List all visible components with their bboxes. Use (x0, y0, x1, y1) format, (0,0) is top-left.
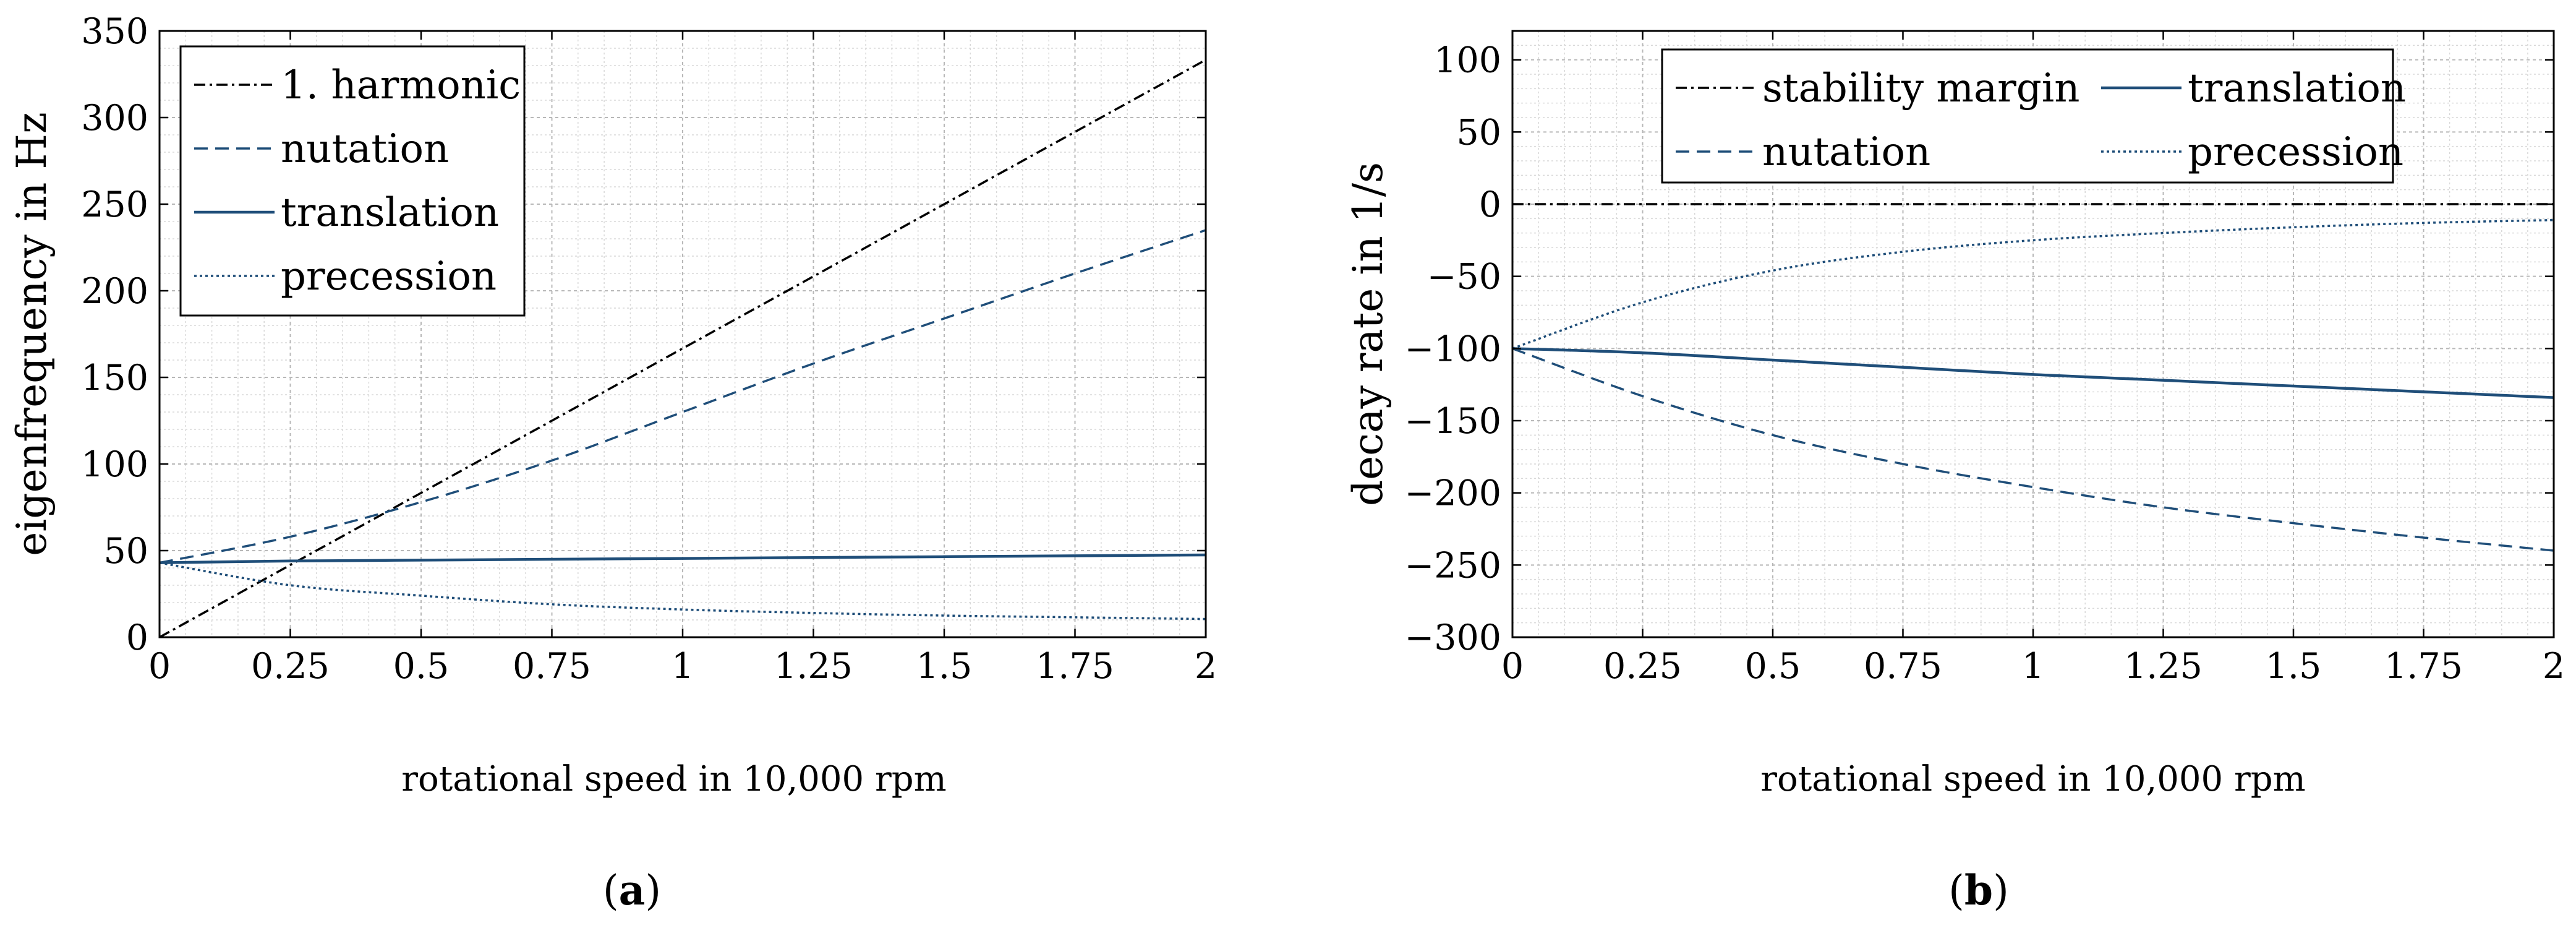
y-tick-label: 250 (81, 184, 148, 225)
x-axis-label: rotational speed in 10,000 rpm (401, 759, 946, 799)
x-tick-label: 0.5 (393, 646, 450, 687)
series-line-precession (159, 561, 1206, 621)
y-tick-label: −100 (1404, 329, 1501, 369)
series-line-translation (159, 553, 1206, 564)
y-tick-label: 150 (81, 358, 148, 398)
chart-b: 0 0.25 0.5 0.75 1 1.25 1.5 1.75 2 −300 −250 −200 −15… (1344, 30, 2565, 914)
series-line-precession (1512, 218, 2554, 350)
y-tick-label: 0 (1479, 184, 1501, 225)
y-tick-label: 50 (1456, 112, 1501, 153)
x-tick-label: 1.5 (916, 646, 973, 687)
x-tick-label: 1.5 (2266, 646, 2322, 687)
legend-label: translation (281, 190, 499, 236)
legend-label: translation (2188, 66, 2406, 111)
x-tick-label: 0.5 (1745, 646, 1801, 687)
y-tick-label: 50 (103, 531, 148, 572)
legend-label: 1. harmonic (281, 62, 521, 108)
series-line-translation (1512, 347, 2554, 399)
y-tick-label: −50 (1427, 257, 1501, 298)
x-tick-label: 0 (1501, 646, 1524, 687)
legend-box (179, 45, 526, 317)
y-tick-label: 350 (81, 11, 148, 52)
panel-label: (b) (1948, 866, 2009, 914)
x-tick-label: 2 (2543, 646, 2565, 687)
y-tick-label: −200 (1404, 473, 1501, 514)
series-line-nutation (1512, 347, 2554, 552)
y-tick-label: 100 (1434, 40, 1501, 81)
panel-label: (a) (603, 866, 661, 914)
y-tick-label: −250 (1404, 545, 1501, 586)
x-tick-label: 0.75 (513, 646, 591, 687)
x-tick-label: 2 (1195, 646, 1217, 687)
series-line-nutation (159, 229, 1206, 564)
y-tick-label: −150 (1404, 401, 1501, 442)
legend-box (1661, 48, 2394, 184)
legend: stability margin translation nutation prece… (1661, 48, 2406, 184)
series-group (159, 59, 1206, 638)
ticks: 0 0.25 0.5 0.75 1 1.25 1.5 1.75 2 0 50 100 150 200 250… (81, 11, 1217, 687)
legend-label: nutation (281, 126, 449, 172)
legend-label: stability margin (1762, 66, 2079, 111)
y-tick-label: 300 (81, 98, 148, 139)
ticks: 0 0.25 0.5 0.75 1 1.25 1.5 1.75 2 −300 −250 −200 −15… (1404, 31, 2565, 687)
x-tick-label: 1.75 (2384, 646, 2463, 687)
y-tick-label: −300 (1404, 617, 1501, 658)
y-tick-label: 200 (81, 271, 148, 312)
x-tick-label: 0.25 (1603, 646, 1682, 687)
x-tick-label: 1.25 (2124, 646, 2203, 687)
x-tick-label: 1.25 (774, 646, 853, 687)
chart-a: 0 0.25 0.5 0.75 1 1.25 1.5 1.75 2 0 50 100 150 200 250… (8, 11, 1217, 914)
x-tick-label: 1.75 (1036, 646, 1114, 687)
y-axis-label: decay rate in 1/s (1344, 162, 1392, 506)
legend: 1. harmonic nutation translation precession (179, 45, 526, 317)
y-axis-label: eigenfrequency in Hz (8, 112, 56, 556)
y-tick-label: 0 (126, 617, 148, 658)
legend-label: precession (281, 254, 497, 299)
x-tick-label: 0 (148, 646, 171, 687)
legend-label: nutation (1762, 129, 1930, 175)
x-tick-label: 0.25 (251, 646, 330, 687)
x-tick-label: 0.75 (1864, 646, 1942, 687)
x-axis-label: rotational speed in 10,000 rpm (1760, 759, 2305, 799)
x-tick-label: 1 (2022, 646, 2044, 687)
legend-label: precession (2188, 129, 2403, 175)
x-tick-label: 1 (672, 646, 694, 687)
y-tick-label: 100 (81, 444, 148, 485)
series-group (1512, 203, 2554, 552)
